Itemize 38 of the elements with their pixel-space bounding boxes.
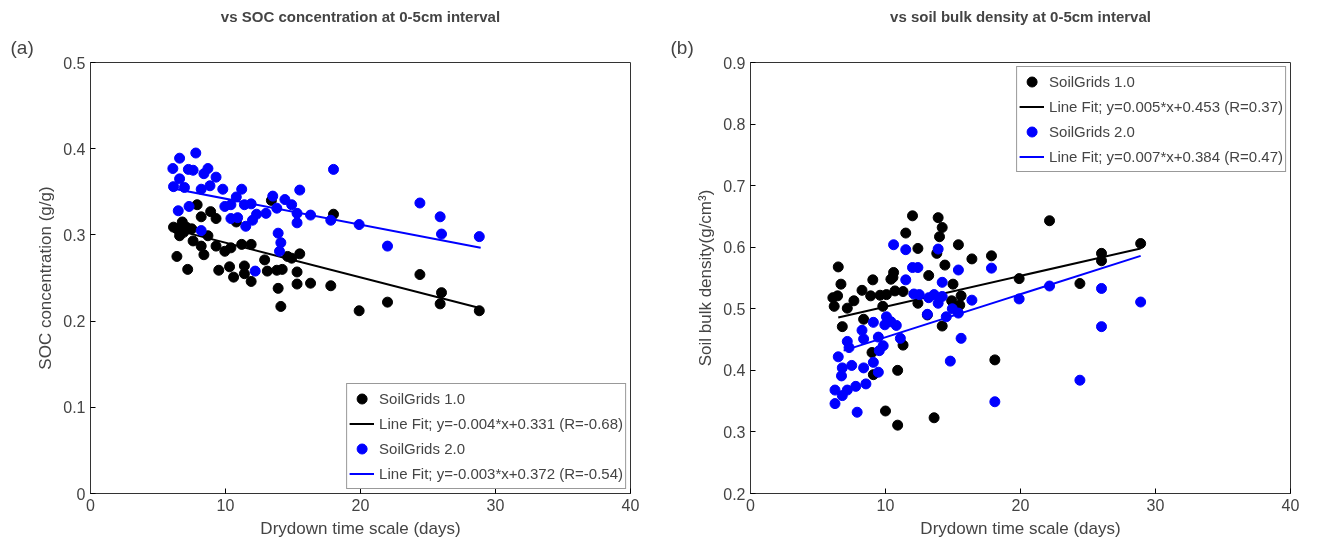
y-tick-label: 0.1 bbox=[63, 399, 86, 417]
x-tick-label: 30 bbox=[486, 496, 505, 514]
y-tick-label: 0.5 bbox=[723, 300, 746, 318]
y-axis-title: SOC concentration (g/g) bbox=[36, 186, 56, 370]
x-tick-label: 40 bbox=[1281, 496, 1300, 514]
legend-label: Line Fit; y=0.007*x+0.384 (R=0.47) bbox=[1049, 147, 1283, 167]
x-tick-label: 20 bbox=[1011, 496, 1030, 514]
x-tick-label: 20 bbox=[351, 496, 370, 514]
x-axis-title: Drydown time scale (days) bbox=[920, 518, 1121, 538]
x-tick-label: 10 bbox=[876, 496, 895, 514]
y-tick-label: 0.4 bbox=[63, 140, 86, 158]
legend-label: SoilGrids 2.0 bbox=[1049, 122, 1135, 142]
x-tick-label: 10 bbox=[216, 496, 235, 514]
y-tick-label: 0.7 bbox=[723, 177, 746, 195]
legend-label: SoilGrids 1.0 bbox=[379, 389, 465, 409]
y-tick-label: 0.3 bbox=[723, 423, 746, 441]
x-axis-title: Drydown time scale (days) bbox=[260, 518, 461, 538]
y-tick-label: 0 bbox=[76, 485, 86, 503]
y-tick-label: 0.4 bbox=[723, 362, 746, 380]
chart-title: vs soil bulk density at 0-5cm interval bbox=[890, 7, 1151, 25]
y-tick-label: 0.5 bbox=[63, 54, 86, 72]
legend-label: Line Fit; y=-0.003*x+0.372 (R=-0.54) bbox=[379, 464, 623, 484]
legend-label: Line Fit; y=-0.004*x+0.331 (R=-0.68) bbox=[379, 414, 623, 434]
y-tick-label: 0.3 bbox=[63, 226, 86, 244]
legend-label: SoilGrids 2.0 bbox=[379, 439, 465, 459]
y-tick-label: 0.9 bbox=[723, 54, 746, 72]
y-axis-title: Soil bulk density(g/cm³) bbox=[696, 189, 716, 367]
legend-label: Line Fit; y=0.005*x+0.453 (R=0.37) bbox=[1049, 97, 1283, 117]
chart-title: vs SOC concentration at 0-5cm interval bbox=[220, 7, 501, 25]
y-tick-label: 0.2 bbox=[63, 313, 86, 331]
x-tick-label: 30 bbox=[1146, 496, 1165, 514]
text: (b) bbox=[670, 36, 694, 58]
text: (a) bbox=[10, 36, 34, 58]
y-tick-label: 0.6 bbox=[723, 239, 746, 257]
y-tick-label: 0.2 bbox=[723, 485, 746, 503]
legend-label: SoilGrids 1.0 bbox=[1049, 72, 1135, 92]
y-tick-label: 0.8 bbox=[723, 116, 746, 134]
x-tick-label: 40 bbox=[621, 496, 640, 514]
